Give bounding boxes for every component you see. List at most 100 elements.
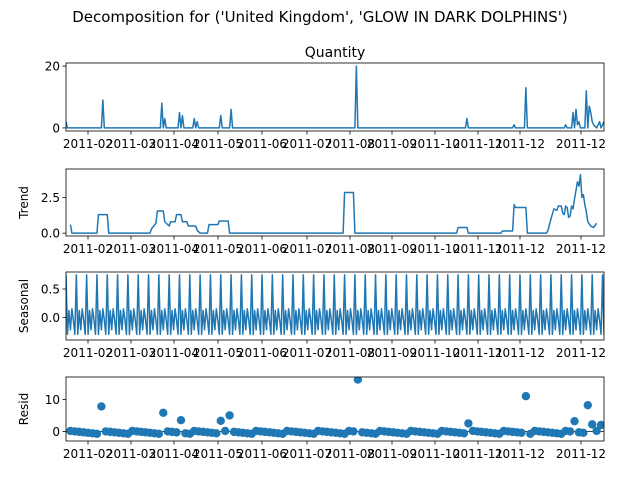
- chart-2-series-line: [66, 274, 604, 336]
- chart-3-resid-point: [596, 420, 604, 430]
- chart-2-xtick-label: 2011-06: [237, 346, 287, 360]
- chart-3-resid-point: [349, 427, 358, 436]
- chart-3-resid-point: [521, 392, 531, 401]
- chart-2-xtick-label: 2011-10: [410, 346, 460, 360]
- chart-2-xtick-label: 2011-09: [367, 346, 417, 360]
- chart-3-xtick-label: 2011-04: [149, 447, 199, 461]
- quantity-panel: Quantity0202011-022011-032011-042011-052…: [45, 45, 606, 151]
- chart-1-ylabel: Trend: [17, 186, 31, 220]
- chart-2-xtick-label: 2011-02: [63, 346, 113, 360]
- chart-0-xtick-label: 2011-05: [193, 137, 243, 151]
- chart-0-xtick-label: 2011-09: [367, 137, 417, 151]
- chart-3-resid-point: [570, 416, 579, 426]
- chart-3-resid-point: [220, 426, 230, 436]
- chart-2-xtick-label: 2011-12: [495, 346, 545, 360]
- chart-1-ytick-label: 2.5: [41, 191, 60, 205]
- chart-3-xtick-label: 2011-05: [193, 447, 243, 461]
- chart-3-ytick-label: 10: [45, 393, 60, 407]
- chart-2-ytick-label: 0.5: [41, 283, 60, 297]
- chart-3-xtick-label: 2011-07: [282, 447, 332, 461]
- chart-3-ytick-label: 0: [52, 425, 60, 439]
- chart-1-xtick-label: 2011-12: [556, 242, 606, 256]
- chart-0-series-line: [66, 65, 604, 129]
- chart-3-xtick-label: 2011-02: [63, 447, 113, 461]
- chart-0-ytick-label: 20: [45, 60, 60, 74]
- chart-1-xtick-label: 2011-03: [106, 242, 156, 256]
- chart-2-ytick-label: 0.0: [41, 311, 60, 325]
- chart-1-series-line: [69, 173, 598, 234]
- chart-3-xtick-label: 2011-12: [556, 447, 606, 461]
- chart-3-resid-point: [172, 428, 181, 437]
- chart-0-xtick-label: 2011-06: [237, 137, 287, 151]
- chart-3-resid-point: [92, 429, 102, 438]
- chart-3-marks: [66, 377, 604, 438]
- chart-3-ylabel: Resid: [17, 393, 31, 425]
- chart-3-resid-point: [353, 377, 363, 384]
- chart-3-frame: [65, 376, 605, 442]
- chart-3-resid-point: [583, 400, 592, 410]
- chart-1-frame: [65, 168, 605, 237]
- chart-2-frame: [65, 271, 605, 341]
- chart-2-ylabel: Seasonal: [17, 279, 31, 333]
- chart-1-xtick-label: 2011-07: [282, 242, 332, 256]
- chart-3-resid-point: [212, 429, 221, 438]
- chart-1-xtick-label: 2011-08: [325, 242, 375, 256]
- chart-3-xtick-label: 2011-10: [410, 447, 460, 461]
- chart-3-xtick-label: 2011-06: [237, 447, 287, 461]
- chart-3-resid-point: [579, 428, 588, 438]
- chart-3-resid-point: [176, 416, 186, 425]
- chart-0-xtick-label: 2011-08: [325, 137, 375, 151]
- chart-0-frame: [65, 62, 605, 132]
- chart-2-xtick-label: 2011-11: [453, 346, 503, 360]
- chart-3-resid-point: [159, 408, 168, 418]
- chart-1-xtick-label: 2011-04: [149, 242, 199, 256]
- chart-1-ytick-label: 0.0: [41, 227, 60, 241]
- chart-0-xtick-label: 2011-02: [63, 137, 113, 151]
- chart-3-resid-point: [464, 419, 473, 428]
- chart-0-xtick-label: 2011-11: [453, 137, 503, 151]
- chart-2-marks: [66, 274, 604, 336]
- chart-3-resid-point: [459, 429, 469, 438]
- chart-1-xtick-label: 2011-12: [495, 242, 545, 256]
- chart-2-xtick-label: 2011-05: [193, 346, 243, 360]
- chart-0-ytick-label: 0: [52, 121, 60, 135]
- chart-1-xtick-label: 2011-10: [410, 242, 460, 256]
- chart-0-title: Quantity: [305, 45, 366, 61]
- chart-3-xtick-label: 2011-09: [367, 447, 417, 461]
- chart-3-resid-point: [225, 411, 234, 420]
- resid-panel: Resid0102011-022011-032011-042011-052011…: [17, 376, 606, 461]
- chart-3-xtick-label: 2011-03: [106, 447, 156, 461]
- chart-3-resid-point: [592, 426, 601, 436]
- chart-0-xtick-label: 2011-12: [495, 137, 545, 151]
- chart-2-xtick-label: 2011-08: [325, 346, 375, 360]
- trend-panel: Trend0.02.52011-022011-032011-042011-052…: [17, 168, 606, 256]
- chart-1-xtick-label: 2011-09: [367, 242, 417, 256]
- chart-1-xtick-label: 2011-05: [193, 242, 243, 256]
- chart-1-xtick-label: 2011-02: [63, 242, 113, 256]
- chart-3-xtick-label: 2011-08: [325, 447, 375, 461]
- chart-2-xtick-label: 2011-03: [106, 346, 156, 360]
- figure-suptitle: Decomposition for ('United Kingdom', 'GL…: [72, 8, 568, 26]
- chart-3-resid-point: [154, 429, 164, 438]
- chart-1-xtick-label: 2011-11: [453, 242, 503, 256]
- chart-3-resid-point: [97, 402, 106, 411]
- chart-0-xtick-label: 2011-12: [556, 137, 606, 151]
- chart-1-marks: [69, 173, 598, 234]
- chart-2-xtick-label: 2011-12: [556, 346, 606, 360]
- chart-0-marks: [66, 65, 604, 129]
- seasonal-panel: Seasonal 0.00.52011-022011-032011-042011-…: [17, 271, 606, 360]
- chart-3-resid-point: [517, 428, 526, 438]
- chart-0-xtick-label: 2011-03: [106, 137, 156, 151]
- chart-0-xtick-label: 2011-10: [410, 137, 460, 151]
- chart-2-xtick-label: 2011-04: [149, 346, 199, 360]
- chart-3-resid-point: [565, 427, 575, 436]
- chart-3-xtick-label: 2011-11: [453, 447, 503, 461]
- chart-3-xtick-label: 2011-12: [495, 447, 545, 461]
- chart-1-xtick-label: 2011-06: [237, 242, 287, 256]
- chart-0-xtick-label: 2011-07: [282, 137, 332, 151]
- chart-3-resid-point: [588, 420, 597, 429]
- chart-3-resid-point: [216, 416, 225, 426]
- chart-0-xtick-label: 2011-04: [149, 137, 199, 151]
- chart-2-xtick-label: 2011-07: [282, 346, 332, 360]
